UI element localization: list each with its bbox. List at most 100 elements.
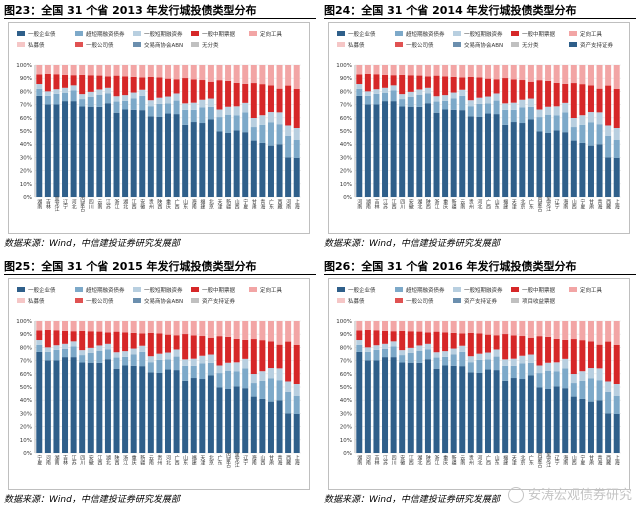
- x-tick-label: 陕西: [425, 454, 431, 466]
- bar-segment: [484, 103, 492, 114]
- bar-segment: [545, 362, 552, 371]
- bar-segment: [79, 355, 86, 363]
- bar-segment: [199, 363, 206, 380]
- y-tick-label: 90%: [340, 332, 352, 338]
- bar-segment: [450, 109, 457, 197]
- bar-segment: [613, 158, 620, 197]
- bar-segment: [164, 96, 172, 104]
- bar-segment: [545, 370, 552, 389]
- bar-segment: [407, 321, 414, 332]
- bar-segment: [62, 65, 69, 75]
- bar-segment: [433, 101, 440, 113]
- bar-segment: [373, 321, 380, 331]
- bar-segment: [79, 330, 86, 351]
- legend-label: 交易商协会ABN: [464, 41, 503, 49]
- bar-segment: [130, 76, 137, 93]
- x-tick-label: 西藏: [285, 455, 291, 466]
- bar-segment: [364, 104, 371, 197]
- bar-segment: [373, 345, 380, 350]
- bar-segment: [519, 379, 526, 453]
- bar-segment: [293, 345, 300, 384]
- x-tick-label: 上海: [294, 198, 300, 210]
- bar-segment: [373, 104, 380, 197]
- bar-segment: [527, 337, 534, 355]
- legend-swatch: [337, 298, 345, 303]
- x-tick-label: 贵州: [148, 198, 154, 209]
- bar-segment: [113, 352, 120, 358]
- bar-segment: [199, 355, 206, 364]
- bar-segment: [62, 87, 69, 93]
- bar-segment: [536, 109, 543, 118]
- x-tick-label: 湖北: [416, 454, 422, 466]
- bar-segment: [164, 369, 172, 453]
- bar-segment: [382, 101, 389, 197]
- y-tick-label: 70%: [20, 359, 32, 365]
- bar-segment: [442, 65, 449, 77]
- bar-segment: [190, 79, 197, 103]
- bar-segment: [44, 91, 51, 96]
- legend-swatch: [453, 287, 461, 292]
- bar-segment: [587, 145, 594, 197]
- legend-label: 定向工具: [580, 286, 603, 294]
- bar-segment: [173, 356, 180, 371]
- y-tick-label: 40%: [20, 142, 32, 148]
- bar-segment: [139, 65, 146, 78]
- bar-segment: [613, 396, 620, 414]
- x-tick-label: 陕西: [114, 454, 120, 466]
- bar-segment: [510, 122, 517, 197]
- bar-segment: [587, 122, 594, 146]
- legend-swatch: [17, 298, 25, 303]
- bar-segment: [382, 321, 389, 331]
- bar-segment: [579, 398, 586, 453]
- x-tick-label: 湖北: [416, 198, 422, 210]
- bar-segment: [364, 321, 371, 330]
- legend-swatch: [75, 42, 83, 47]
- bar-segment: [467, 362, 474, 373]
- x-tick-label: 广西: [485, 454, 491, 466]
- bar-segment: [242, 358, 249, 369]
- stacked-bar-chart: 一般企业债 超短期融资债券 一般短期融资券 一般中期票据 定向工具 私募债 一般公司债 资产支…: [328, 278, 630, 490]
- bar-segment: [562, 321, 569, 340]
- bar-segment: [87, 347, 94, 353]
- bar-segment: [493, 79, 500, 94]
- bar-segment: [416, 89, 423, 95]
- x-tick-label: 安徽: [88, 454, 94, 466]
- bar-segment: [242, 102, 249, 113]
- bar-segment: [605, 341, 612, 382]
- bar-segment: [225, 362, 232, 371]
- bar-segment: [139, 366, 146, 453]
- bar-segment: [484, 96, 492, 104]
- bar-segment: [62, 348, 69, 358]
- bar-segment: [527, 321, 534, 338]
- bar-segment: [442, 95, 449, 101]
- bar-segment: [596, 400, 603, 453]
- x-tick-label: 陕西: [156, 198, 162, 210]
- bar-segment: [259, 340, 266, 372]
- bar-segment: [613, 414, 620, 453]
- bar-segment: [373, 360, 380, 453]
- bar-segment: [62, 74, 69, 88]
- y-tick-label: 30%: [340, 411, 352, 417]
- y-tick-label: 50%: [20, 129, 32, 135]
- bar-segment: [424, 343, 431, 350]
- bar-segment: [407, 352, 414, 363]
- x-tick-label: 贵州: [156, 454, 162, 465]
- x-tick-label: 贵州: [468, 454, 474, 465]
- bar-segment: [450, 365, 457, 453]
- bar-segment: [596, 344, 603, 369]
- bar-segment: [459, 351, 466, 367]
- bar-segment: [484, 321, 492, 335]
- bar-segment: [476, 321, 483, 334]
- bar-segment: [130, 65, 137, 77]
- bar-segment: [276, 65, 283, 89]
- legend-swatch: [453, 298, 461, 303]
- x-tick-label: 宁夏: [579, 454, 585, 465]
- x-tick-label: 广西: [174, 454, 180, 466]
- bar-segment: [87, 321, 94, 332]
- bar-segment: [53, 321, 60, 331]
- x-tick-label: 辽宁: [62, 198, 68, 209]
- y-tick-label: 40%: [340, 142, 352, 148]
- legend-swatch: [569, 287, 577, 292]
- y-tick-label: 10%: [340, 182, 352, 188]
- bar-segment: [467, 106, 474, 117]
